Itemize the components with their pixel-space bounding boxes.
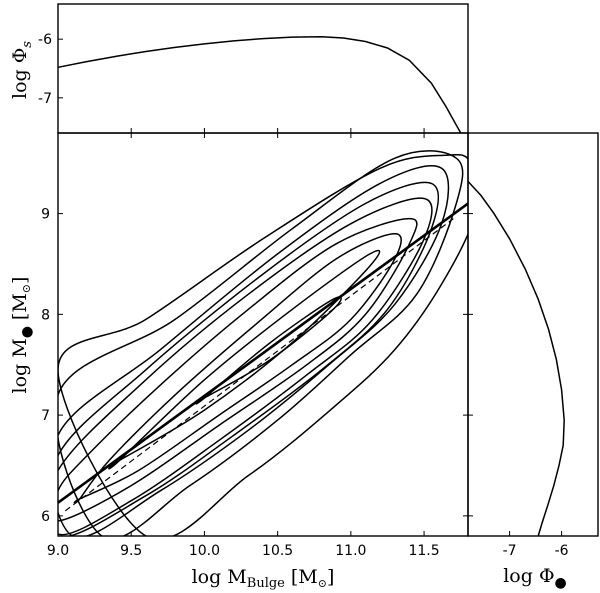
top-ytick-label: -6 bbox=[38, 32, 52, 48]
right-series-line-0 bbox=[467, 180, 565, 537]
relation-dashed-line bbox=[64, 218, 454, 512]
contour-layer bbox=[58, 150, 468, 536]
main-ytick-label: 8 bbox=[41, 307, 50, 323]
main-ticks: 9.0 9.5 10.0 10.5 11.0 11.5 6 7 8 9 bbox=[41, 133, 468, 559]
top-curve-layer bbox=[57, 36, 462, 134]
contour-7 bbox=[58, 150, 464, 536]
main-ylabel-unit: [M bbox=[9, 293, 31, 320]
main-ylabel-bullet: ● bbox=[19, 326, 35, 338]
main-ylabel-text: log M bbox=[9, 338, 31, 393]
contour-6 bbox=[58, 165, 450, 536]
main-ylabel-sun: ⊙ bbox=[20, 284, 33, 293]
right-xlabel-text: log Φ bbox=[503, 565, 554, 587]
main-xlabel-sub: Bulge bbox=[247, 576, 285, 591]
main-xtick-label: 9.0 bbox=[47, 543, 69, 559]
right-xlabel: log Φ● bbox=[503, 565, 567, 591]
main-xtick-label: 10.5 bbox=[262, 543, 293, 559]
top-ylabel-text: log Φ bbox=[9, 48, 31, 99]
right-xtick-label: -6 bbox=[555, 543, 569, 559]
main-xlabel: log MBulge [M⊙] bbox=[192, 566, 335, 591]
top-series-line-0 bbox=[57, 36, 462, 134]
main-xlabel-unit: [M bbox=[291, 566, 318, 588]
top-ylabel: log Φs bbox=[9, 41, 35, 99]
main-ytick-label: 6 bbox=[41, 509, 50, 525]
right-panel: -7 -6 log Φ● bbox=[467, 132, 599, 591]
main-xtick-label: 10.0 bbox=[189, 543, 220, 559]
main-xlabel-sun: ⊙ bbox=[318, 577, 327, 590]
contour-8 bbox=[58, 153, 468, 536]
right-curve-layer bbox=[467, 180, 565, 537]
main-xtick-label: 11.5 bbox=[408, 543, 439, 559]
contour-1 bbox=[108, 249, 381, 470]
top-ylabel-sub: s bbox=[20, 41, 35, 48]
right-xlabel-bullet: ● bbox=[555, 575, 567, 591]
relation-solid-line bbox=[58, 202, 468, 504]
main-ylabel: log M● [M⊙] bbox=[9, 277, 35, 394]
main-ytick-label: 7 bbox=[41, 408, 50, 424]
main-xtick-label: 9.5 bbox=[120, 543, 142, 559]
main-xlabel-text: log M bbox=[192, 566, 247, 588]
right-panel-frame bbox=[467, 132, 599, 537]
contour-4 bbox=[58, 197, 433, 536]
contour-2 bbox=[73, 233, 402, 504]
contour-0 bbox=[195, 296, 342, 405]
right-xtick-label: -7 bbox=[503, 543, 517, 559]
top-panel: -6 -7 log Φs bbox=[9, 3, 469, 134]
main-ytick-label: 9 bbox=[41, 207, 50, 223]
top-ytick-label: -7 bbox=[38, 91, 52, 107]
relation-lines bbox=[58, 202, 468, 512]
contour-3 bbox=[58, 217, 418, 522]
top-panel-frame bbox=[57, 3, 469, 134]
main-ylabel-unit-close: ] bbox=[9, 277, 31, 284]
main-xlabel-unit-close: ] bbox=[327, 566, 334, 588]
contour-5 bbox=[58, 181, 440, 536]
main-xtick-label: 11.0 bbox=[335, 543, 366, 559]
top-ticks: -6 -7 bbox=[38, 32, 425, 133]
right-ticks: -7 -6 bbox=[468, 213, 569, 559]
